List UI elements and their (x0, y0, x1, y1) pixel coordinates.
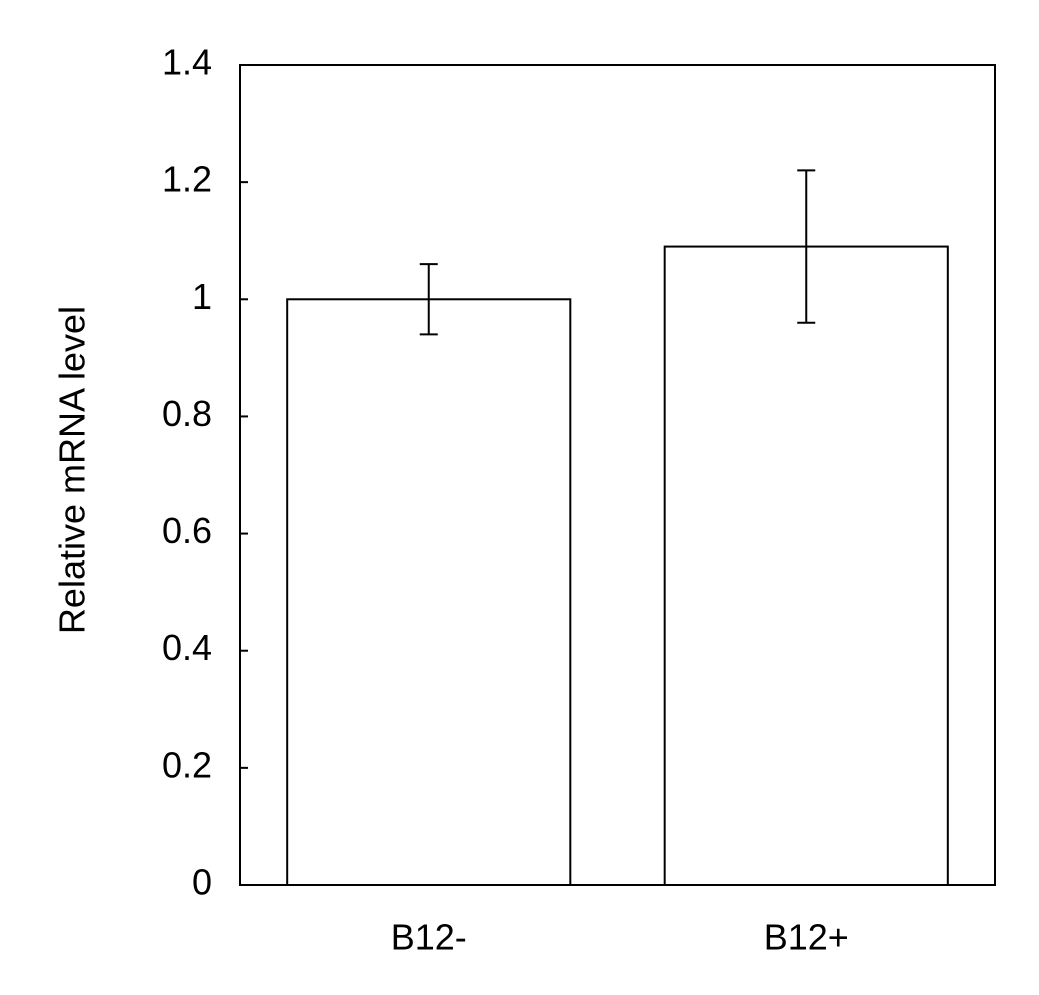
error-bar (419, 263, 438, 336)
plot-frame (239, 64, 996, 886)
bar (286, 298, 572, 886)
x-tick-label: B12+ (764, 917, 849, 958)
y-tick-label: 1.4 (162, 42, 212, 83)
x-tick-label: B12- (391, 917, 467, 958)
y-tick-label: 0.2 (162, 744, 212, 785)
error-bar (797, 169, 816, 324)
y-tick-label: 1.2 (162, 159, 212, 200)
y-tick-label: 0.4 (162, 627, 212, 668)
y-tick-label: 0.8 (162, 393, 212, 434)
y-axis-label: Relative mRNA level (52, 306, 93, 634)
bar (663, 245, 949, 887)
y-tick-label: 0 (192, 862, 212, 903)
y-tick-label: 1 (192, 276, 212, 317)
y-tick-label: 0.6 (162, 510, 212, 551)
